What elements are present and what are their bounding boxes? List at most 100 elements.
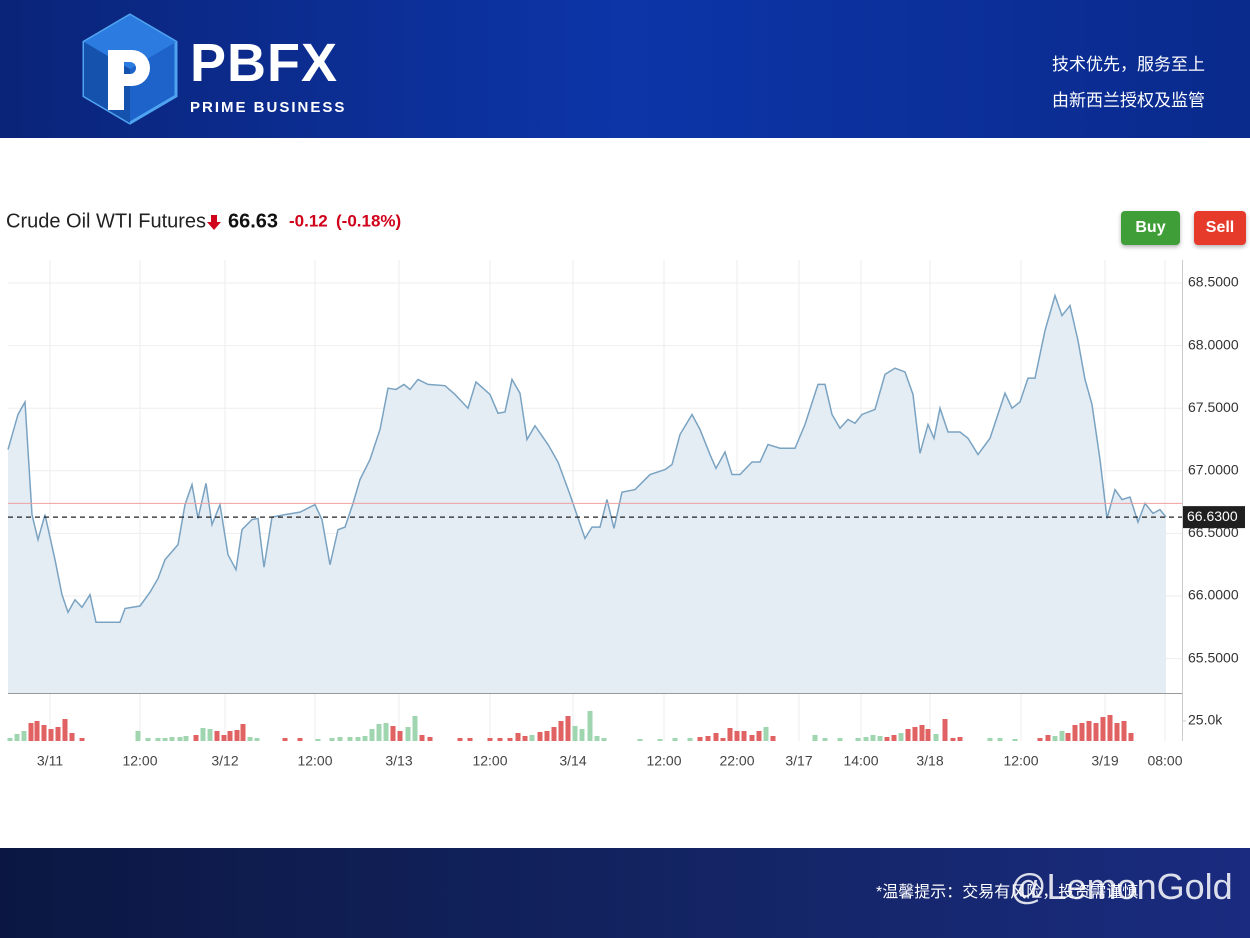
x-tick-label: 3/12 [211, 753, 238, 769]
volume-bar [1114, 723, 1120, 741]
volume-bar [214, 731, 220, 741]
volume-bar [579, 729, 585, 741]
volume-bar [770, 736, 776, 741]
logo: PBFX [190, 33, 339, 93]
volume-bar [79, 738, 85, 741]
volume-bar [169, 737, 175, 741]
y-tick-label: 65.5000 [1188, 649, 1239, 665]
volume-bar [240, 724, 246, 741]
volume-bar [467, 738, 473, 741]
volume-bar [1079, 723, 1085, 741]
volume-bar [522, 736, 528, 741]
volume-bar [200, 728, 206, 741]
down-arrow [207, 215, 221, 230]
current-price-box [1183, 506, 1245, 529]
current-price-label: 66.6300 [1187, 508, 1238, 524]
volume-bar [905, 729, 911, 741]
volume-bar [863, 737, 869, 741]
volume-bar [427, 737, 433, 741]
y-tick-label: 67.0000 [1188, 462, 1239, 478]
sell-button[interactable]: Sell [1194, 211, 1246, 245]
volume-bar [933, 734, 939, 741]
volume-bar [487, 738, 493, 741]
volume-bar [705, 736, 711, 741]
volume-bar [1052, 736, 1058, 741]
y-tick-label: 25.0k [1188, 712, 1223, 728]
volume-bar [329, 738, 335, 741]
volume-bar [870, 735, 876, 741]
volume-bar [162, 738, 168, 741]
volume-bar [282, 738, 288, 741]
volume-bar [347, 737, 353, 741]
volume-bar [297, 738, 303, 741]
volume-bar [337, 737, 343, 741]
x-tick-label: 3/19 [1091, 753, 1118, 769]
volume-bar [207, 729, 213, 741]
volume-bar [687, 738, 693, 741]
volume-bar [884, 737, 890, 741]
volume-bar [551, 727, 557, 741]
volume-bar [193, 735, 199, 741]
volume-bar [1107, 715, 1113, 741]
volume-bar [891, 735, 897, 741]
volume-bar [376, 724, 382, 741]
volume-bar [544, 731, 550, 741]
volume-bar [997, 738, 1003, 741]
volume-bar [355, 737, 361, 741]
volume-bar [657, 739, 663, 741]
volume-bar [369, 729, 375, 741]
x-tick-label: 12:00 [646, 753, 681, 769]
volume-bar [48, 729, 54, 741]
volume-bar [227, 731, 233, 741]
volume-bar [62, 719, 68, 741]
volume-bar [919, 725, 925, 741]
volume-bar [957, 737, 963, 741]
volume-bar [145, 738, 151, 741]
volume-bar [28, 723, 34, 741]
volume-bar [7, 738, 13, 741]
volume-bar [1037, 738, 1043, 741]
volume-bar [315, 739, 321, 741]
x-tick-label: 12:00 [297, 753, 332, 769]
volume-bar [637, 739, 643, 741]
volume-bar [397, 731, 403, 741]
y-tick-label: 68.0000 [1188, 336, 1239, 352]
volume-bar [14, 734, 20, 741]
x-tick-label: 22:00 [719, 753, 754, 769]
x-tick-label: 3/11 [37, 753, 63, 769]
volume-bar [822, 738, 828, 741]
volume-bar [763, 727, 769, 741]
volume-bar [734, 731, 740, 741]
last-price: 66.63 [228, 210, 278, 232]
volume-bar [1121, 721, 1127, 741]
volume-bar [987, 738, 993, 741]
volume-bar [877, 736, 883, 741]
volume-bar [457, 738, 463, 741]
footer: *温馨提示：交易有风险，投资需谨慎 @LemonGold [0, 848, 1250, 938]
x-tick-label: 3/18 [916, 753, 943, 769]
volume-bar [1012, 739, 1018, 741]
volume-bar [234, 730, 240, 741]
volume-bar [529, 735, 535, 741]
volume-bar [507, 738, 513, 741]
volume-bar [221, 735, 227, 741]
x-tick-label: 12:00 [1003, 753, 1038, 769]
y-tick-label: 66.0000 [1188, 587, 1239, 603]
buy-button[interactable]: Buy [1121, 211, 1180, 245]
volume-bar [254, 738, 260, 741]
volume-bar [390, 726, 396, 741]
volume-bar [756, 731, 762, 741]
volume-bar [898, 733, 904, 741]
x-tick-label: 12:00 [122, 753, 157, 769]
logo-icon [82, 13, 178, 125]
volume-bar [1065, 733, 1071, 741]
y-tick-label: 68.5000 [1188, 274, 1239, 290]
volume-bar [55, 727, 61, 741]
volume-bar [537, 732, 543, 741]
volume-bar [601, 738, 607, 741]
volume-bar [419, 735, 425, 741]
x-tick-label: 3/13 [385, 753, 412, 769]
volume-bar [855, 738, 861, 741]
